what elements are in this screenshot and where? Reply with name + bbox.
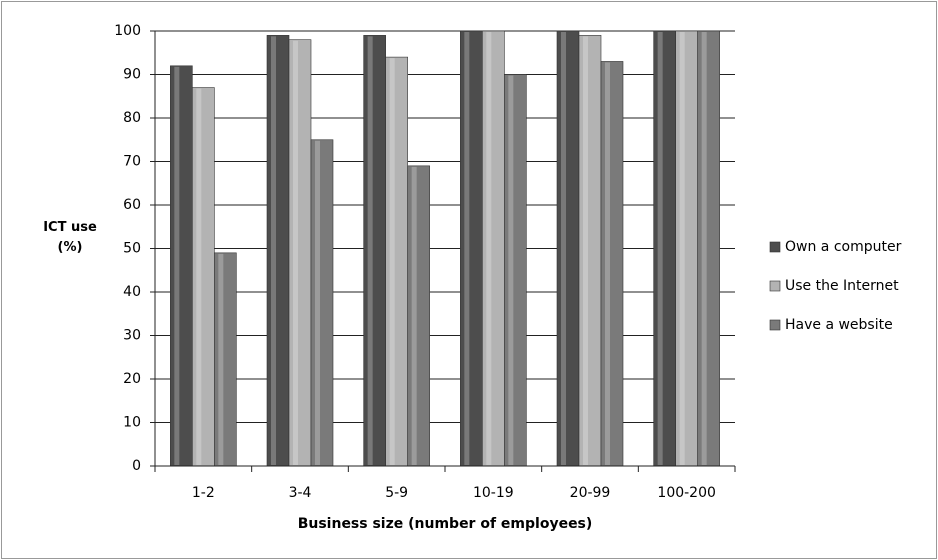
y-tick-label: 40 — [123, 284, 141, 300]
bar — [170, 65, 193, 467]
bar — [460, 30, 483, 467]
y-tick-label: 60 — [123, 197, 141, 213]
bar-highlight — [701, 32, 707, 465]
legend-swatch — [769, 319, 781, 331]
bar — [407, 165, 430, 467]
bar-highlight — [315, 140, 320, 465]
x-tick-label: 20-99 — [570, 485, 611, 501]
bar — [600, 61, 624, 467]
bar-highlight — [174, 66, 180, 466]
bar — [288, 39, 312, 467]
bar — [214, 252, 237, 467]
bar — [504, 74, 527, 467]
y-tick-label: 80 — [123, 110, 141, 126]
bar-highlight — [508, 75, 514, 465]
bar — [310, 139, 334, 467]
y-axis-title: ICT use (%) — [43, 220, 97, 255]
bar-highlight — [464, 32, 470, 465]
legend-label: Use the Internet — [785, 278, 899, 294]
y-tick-label: 90 — [123, 67, 141, 83]
bar — [363, 35, 386, 467]
bar-highlight — [411, 166, 417, 465]
y-tick-label: 70 — [123, 154, 141, 170]
bar-highlight — [657, 32, 663, 465]
bar — [192, 87, 215, 467]
bar-highlight — [605, 62, 610, 465]
bar-highlight — [218, 253, 224, 465]
bar — [578, 35, 602, 467]
y-tick-label: 10 — [123, 415, 141, 431]
y-tick-label: 0 — [132, 458, 141, 474]
bar — [482, 30, 505, 467]
bar-highlight — [367, 36, 373, 465]
x-axis-title: Business size (number of employees) — [298, 516, 593, 532]
bar — [675, 30, 698, 467]
legend-swatch — [769, 241, 781, 253]
x-tick-label: 1-2 — [192, 485, 215, 501]
y-tick-label: 50 — [123, 241, 141, 257]
bar-highlight — [389, 58, 395, 465]
bar — [697, 30, 720, 467]
x-tick-label: 5-9 — [385, 485, 408, 501]
x-tick-label: 3-4 — [289, 485, 312, 501]
y-tick-label: 20 — [123, 371, 141, 387]
bar-highlight — [561, 32, 566, 465]
bar — [266, 35, 290, 467]
legend-label: Have a website — [785, 317, 893, 333]
x-tick-label: 10-19 — [473, 485, 514, 501]
bar-highlight — [679, 32, 685, 465]
bar — [385, 56, 408, 467]
y-tick-label: 100 — [114, 23, 141, 39]
y-tick-label: 30 — [123, 328, 141, 344]
x-tick-label: 100-200 — [657, 485, 716, 501]
bar-highlight — [486, 32, 492, 465]
bar-highlight — [293, 40, 298, 465]
bar-highlight — [583, 36, 588, 465]
bar — [556, 30, 580, 467]
bar-highlight — [271, 36, 276, 465]
legend-swatch — [769, 280, 781, 292]
bar — [653, 30, 676, 467]
legend-label: Own a computer — [785, 239, 902, 255]
bar-highlight — [196, 88, 202, 466]
